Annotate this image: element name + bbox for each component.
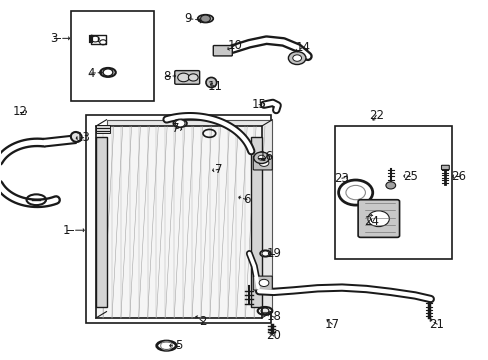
Bar <box>334 126 451 259</box>
Bar <box>96 126 261 318</box>
Text: 19: 19 <box>265 247 281 260</box>
Bar <box>96 126 110 128</box>
Circle shape <box>258 155 264 160</box>
Circle shape <box>177 73 189 82</box>
Ellipse shape <box>197 15 213 23</box>
Circle shape <box>288 51 305 64</box>
FancyBboxPatch shape <box>357 200 399 237</box>
Ellipse shape <box>260 250 270 257</box>
Circle shape <box>292 55 301 61</box>
Text: 15: 15 <box>251 98 266 111</box>
Ellipse shape <box>205 77 216 87</box>
Circle shape <box>262 251 268 256</box>
Text: 20: 20 <box>266 329 281 342</box>
Circle shape <box>259 279 268 287</box>
Circle shape <box>367 211 388 226</box>
Text: 17: 17 <box>324 318 339 331</box>
Text: 7: 7 <box>171 122 179 135</box>
Ellipse shape <box>100 68 116 77</box>
Bar <box>250 137 261 307</box>
Bar <box>71 12 154 101</box>
Text: 5: 5 <box>175 339 182 352</box>
Ellipse shape <box>71 132 81 142</box>
Circle shape <box>259 159 268 166</box>
FancyBboxPatch shape <box>253 276 272 290</box>
Text: 8: 8 <box>163 69 170 82</box>
FancyBboxPatch shape <box>441 165 448 170</box>
Text: 6: 6 <box>243 193 250 206</box>
Text: 26: 26 <box>450 170 466 183</box>
Text: 3: 3 <box>51 32 58 45</box>
Text: 7: 7 <box>215 163 223 176</box>
Text: 13: 13 <box>76 131 91 144</box>
Ellipse shape <box>173 120 186 127</box>
Bar <box>96 129 110 131</box>
Bar <box>106 120 272 312</box>
Circle shape <box>103 69 113 76</box>
Circle shape <box>175 120 184 127</box>
Text: 18: 18 <box>266 310 281 324</box>
Circle shape <box>253 152 269 163</box>
Text: 14: 14 <box>295 41 310 54</box>
Text: 9: 9 <box>184 12 192 25</box>
Text: 12: 12 <box>13 105 28 118</box>
Bar <box>96 137 106 307</box>
Text: 16: 16 <box>259 150 273 163</box>
FancyBboxPatch shape <box>253 156 272 170</box>
FancyBboxPatch shape <box>174 71 199 84</box>
Text: 4: 4 <box>87 67 95 80</box>
Text: 25: 25 <box>402 170 417 183</box>
Text: 23: 23 <box>334 172 349 185</box>
Text: 21: 21 <box>429 318 444 331</box>
Text: 10: 10 <box>227 39 242 52</box>
Text: 22: 22 <box>368 109 383 122</box>
FancyBboxPatch shape <box>213 45 232 56</box>
Circle shape <box>385 182 395 189</box>
Text: 2: 2 <box>199 315 206 328</box>
Text: 24: 24 <box>363 215 378 228</box>
Circle shape <box>200 15 210 22</box>
Circle shape <box>188 74 198 81</box>
Bar <box>86 116 271 323</box>
Text: 1: 1 <box>62 224 70 237</box>
Bar <box>96 131 110 134</box>
Text: 11: 11 <box>207 80 223 93</box>
